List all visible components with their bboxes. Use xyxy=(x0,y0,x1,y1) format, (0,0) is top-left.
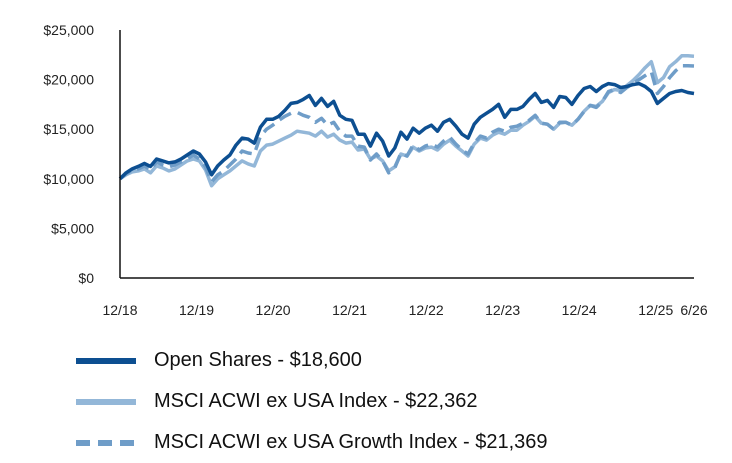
legend-label: MSCI ACWI ex USA Growth Index - $21,369 xyxy=(154,431,548,453)
x-tick-label: 6/26 xyxy=(680,302,707,318)
legend-swatch-acwi-ex-usa-growth xyxy=(76,439,136,446)
y-tick-label: $20,000 xyxy=(43,72,94,88)
legend-item-open-shares: Open Shares - $18,600 xyxy=(76,340,548,381)
y-tick-label: $10,000 xyxy=(43,171,94,187)
legend-item-acwi-ex-usa-growth: MSCI ACWI ex USA Growth Index - $21,369 xyxy=(76,422,548,463)
x-tick-label: 12/20 xyxy=(256,302,291,318)
x-axis-ticks: 12/18 12/19 12/20 12/21 12/22 12/23 12/24 12/25… xyxy=(102,302,707,318)
x-tick-label: 12/21 xyxy=(332,302,367,318)
x-tick-label: 12/18 xyxy=(102,302,137,318)
series-line-0 xyxy=(118,81,695,181)
x-tick-label: 12/19 xyxy=(179,302,214,318)
x-tick-label: 12/22 xyxy=(409,302,444,318)
series-lines xyxy=(118,54,695,188)
x-tick-label: 12/24 xyxy=(562,302,597,318)
legend-swatch-open-shares xyxy=(76,357,136,364)
legend: Open Shares - $18,600 MSCI ACWI ex USA I… xyxy=(76,340,548,463)
x-tick-label: 12/23 xyxy=(485,302,520,318)
y-tick-label: $0 xyxy=(78,270,94,286)
y-axis-ticks: $0 $5,000 $10,000 $15,000 $20,000 $25,000 xyxy=(43,22,94,286)
y-tick-label: $15,000 xyxy=(43,121,94,137)
y-tick-label: $25,000 xyxy=(43,22,94,38)
x-tick-label: 12/25 xyxy=(638,302,673,318)
legend-label: MSCI ACWI ex USA Index - $22,362 xyxy=(154,390,478,412)
y-tick-label: $5,000 xyxy=(51,220,94,236)
line-chart: $0 $5,000 $10,000 $15,000 $20,000 $25,000 12/… xyxy=(43,22,707,318)
legend-swatch-acwi-ex-usa xyxy=(76,398,136,405)
legend-label: Open Shares - $18,600 xyxy=(154,349,362,371)
series-line-2 xyxy=(118,63,695,184)
legend-item-acwi-ex-usa: MSCI ACWI ex USA Index - $22,362 xyxy=(76,381,548,422)
